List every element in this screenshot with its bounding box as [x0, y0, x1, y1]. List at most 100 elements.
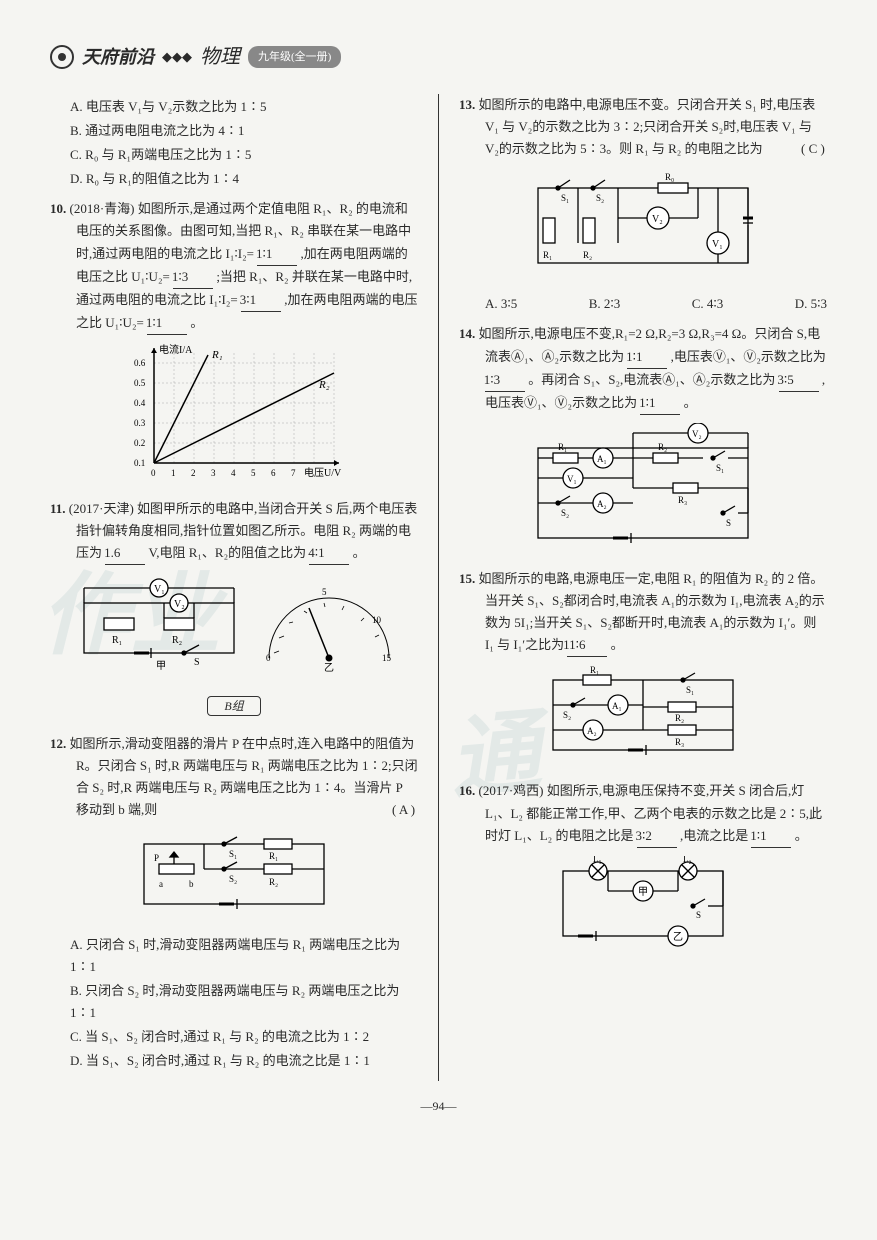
q-source: (2017·天津): [69, 501, 134, 516]
svg-text:甲: 甲: [156, 661, 166, 672]
svg-text:A₁: A₁: [612, 701, 622, 711]
svg-text:0: 0: [151, 468, 156, 478]
option-b: B. 通过两电阻电流之比为 4∶1: [50, 120, 418, 142]
q-num: 15.: [459, 571, 475, 586]
answer-blank: 3∶1: [241, 289, 281, 312]
option-b: B. 只闭合 S₂ 时,滑动变阻器两端电压与 R₂ 两端电压之比为 1∶1: [50, 980, 418, 1024]
svg-text:6: 6: [271, 468, 276, 478]
svg-text:S: S: [696, 910, 701, 920]
q-text: 如图所示的电路中,电源电压不变。只闭合开关 S₁ 时,电压表 V₁ 与 V₂的示…: [479, 97, 816, 156]
svg-text:S₂: S₂: [563, 710, 571, 720]
svg-text:甲: 甲: [638, 887, 648, 898]
svg-text:V₂: V₂: [652, 214, 663, 225]
svg-text:b: b: [189, 879, 194, 889]
svg-text:0.2: 0.2: [134, 438, 145, 448]
option-c: C. R₀ 与 R₁两端电压之比为 1∶5: [50, 144, 418, 166]
target-icon: [50, 45, 74, 69]
q-text: ,电流之比是: [680, 828, 748, 843]
q10-graph: R₁ R₂ 电流I/A 电压U/V 0.60.5 0.40.3 0.20.1 0…: [50, 343, 418, 490]
svg-text:乙: 乙: [324, 662, 334, 673]
svg-text:5: 5: [251, 468, 256, 478]
svg-text:S₁: S₁: [716, 463, 724, 473]
q-text: 。: [190, 315, 203, 330]
svg-text:0: 0: [266, 653, 271, 663]
option-d: D. 当 S₁、S₂ 闭合时,通过 R₁ 与 R₂ 的电流之比是 1∶1: [50, 1050, 418, 1072]
answer-blank: 1∶1: [147, 312, 187, 335]
q12-circuit: P a b S₁ R₁ S₂ R₂: [50, 829, 418, 926]
q-num: 10.: [50, 201, 66, 216]
svg-text:R₀: R₀: [665, 172, 674, 182]
answer-blank: 3∶5: [779, 369, 819, 392]
option-a: A. 只闭合 S₁ 时,滑动变阻器两端电压与 R₁ 两端电压之比为 1∶1: [50, 934, 418, 978]
svg-text:R₁: R₁: [269, 851, 278, 861]
answer-blank: 4∶1: [309, 542, 349, 565]
svg-text:0.5: 0.5: [134, 378, 146, 388]
svg-text:S₂: S₂: [561, 508, 569, 518]
svg-text:R₂: R₂: [583, 250, 592, 260]
question-15: 15. 如图所示的电路,电源电压一定,电阻 R₁ 的阻值为 R₂ 的 2 倍。当…: [459, 568, 827, 772]
svg-text:电流I/A: 电流I/A: [159, 343, 193, 356]
svg-text:R₂: R₂: [172, 635, 182, 646]
q11-circuit: R₁ R₂ V₂ V₁ S 甲: [50, 573, 418, 680]
answer-blank: 1∶1: [257, 243, 297, 266]
option-d: D. 5∶3: [795, 293, 827, 315]
svg-text:A₂: A₂: [597, 499, 607, 509]
svg-text:4: 4: [231, 468, 236, 478]
q16-circuit: L₁ L₂ 甲 S 乙: [459, 856, 827, 958]
svg-text:V₁: V₁: [567, 474, 577, 484]
q9-options: A. 电压表 V₁与 V₂示数之比为 1∶5 B. 通过两电阻电流之比为 4∶1…: [50, 96, 418, 190]
answer-blank: 1∶3: [173, 266, 213, 289]
svg-text:电压U/V: 电压U/V: [304, 466, 342, 479]
answer-blank: 1∶3: [485, 369, 525, 392]
q-source: (2018·青海): [70, 201, 135, 216]
svg-text:V₁: V₁: [154, 584, 165, 595]
column-divider: [438, 94, 439, 1081]
q-num: 13.: [459, 97, 475, 112]
answer-blank: 1∶1: [640, 392, 680, 415]
svg-text:5: 5: [322, 587, 327, 597]
option-d: D. R₀ 与 R₁的阻值之比为 1∶4: [50, 168, 418, 190]
right-column: 13. 如图所示的电路中,电源电压不变。只闭合开关 S₁ 时,电压表 V₁ 与 …: [459, 94, 827, 1081]
svg-text:S: S: [726, 518, 731, 528]
answer-blank: 11∶6: [567, 634, 607, 657]
answer-blank: 3∶2: [637, 825, 677, 848]
svg-text:乙: 乙: [673, 931, 683, 943]
svg-text:0.4: 0.4: [134, 398, 146, 408]
answer-blank: 1.6: [105, 542, 145, 565]
q-text: 。: [353, 545, 366, 560]
q-source: (2017·鸡西): [479, 783, 544, 798]
svg-text:S₂: S₂: [229, 874, 237, 884]
svg-text:P: P: [154, 853, 159, 863]
svg-text:V₂: V₂: [692, 429, 702, 439]
option-b: B. 2∶3: [589, 293, 621, 315]
svg-text:V₂: V₂: [174, 599, 185, 610]
svg-text:S: S: [194, 657, 200, 668]
question-14: 14. 如图所示,电源电压不变,R₁=2 Ω,R₂=3 Ω,R₃=4 Ω。只闭合…: [459, 323, 827, 559]
q-num: 14.: [459, 326, 475, 341]
svg-text:0.1: 0.1: [134, 458, 145, 468]
q-text: 。再闭合 S₁、S₂,电流表Ⓐ₁、Ⓐ₂示数之比为: [528, 372, 775, 387]
svg-text:2: 2: [191, 468, 196, 478]
svg-text:S₁: S₁: [686, 685, 694, 695]
svg-text:R₁: R₁: [558, 442, 567, 452]
svg-text:3: 3: [211, 468, 216, 478]
svg-text:R₂: R₂: [675, 713, 684, 723]
q-num: 16.: [459, 783, 475, 798]
svg-text:a: a: [159, 879, 163, 889]
svg-text:0.6: 0.6: [134, 358, 146, 368]
svg-text:10: 10: [372, 615, 382, 625]
option-c: C. 当 S₁、S₂ 闭合时,通过 R₁ 与 R₂ 的电流之比为 1∶2: [50, 1026, 418, 1048]
svg-text:V₁: V₁: [712, 239, 723, 250]
question-10: 10. (2018·青海) 如图所示,是通过两个定值电阻 R₁、R₂ 的电流和电…: [50, 198, 418, 490]
q-num: 12.: [50, 736, 66, 751]
q-text: 如图所示,滑动变阻器的滑片 P 在中点时,连入电路中的阻值为 R。只闭合 S₁ …: [70, 736, 418, 817]
q-text: V,电阻 R₁、R₂的阻值之比为: [149, 545, 307, 560]
svg-text:R₁: R₁: [211, 349, 223, 361]
svg-text:L₁: L₁: [593, 856, 602, 864]
q-text: 。: [795, 828, 808, 843]
svg-text:R₃: R₃: [675, 737, 684, 747]
option-c: C. 4∶3: [692, 293, 724, 315]
svg-text:R₁: R₁: [590, 665, 599, 675]
question-12: 12. 如图所示,滑动变阻器的滑片 P 在中点时,连入电路中的阻值为 R。只闭合…: [50, 733, 418, 1073]
svg-text:0.3: 0.3: [134, 418, 146, 428]
